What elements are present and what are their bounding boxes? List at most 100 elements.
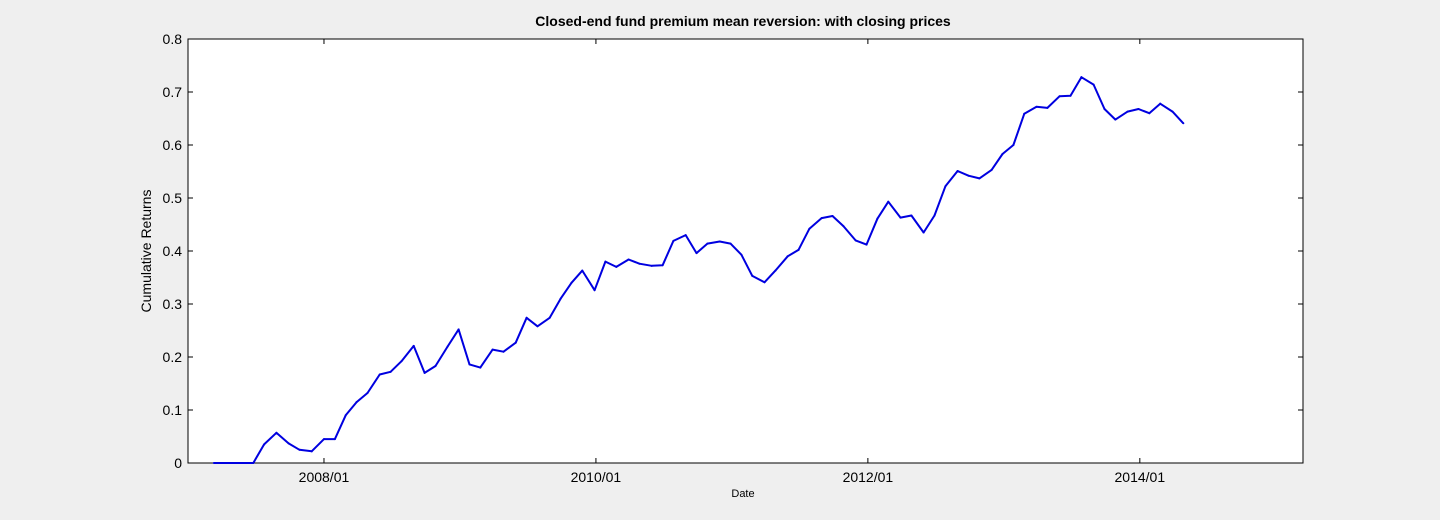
data-point [446, 345, 449, 348]
data-point [1171, 110, 1174, 113]
data-point [797, 248, 800, 251]
chart-title: Closed-end fund premium mean reversion: … [535, 13, 951, 29]
x-axis-label: Date [731, 488, 754, 500]
data-point [899, 216, 902, 219]
y-tick-label: 0.5 [163, 190, 183, 206]
y-tick-label: 0.6 [163, 137, 183, 153]
data-point [344, 414, 347, 417]
data-point [944, 185, 947, 188]
data-point [322, 438, 325, 441]
data-point [706, 242, 709, 245]
data-point [287, 442, 290, 445]
series-layer [212, 76, 1185, 464]
data-point [366, 392, 369, 395]
x-tick-label: 2008/01 [299, 469, 350, 485]
data-point [661, 264, 664, 267]
x-axis: 2008/01 2010/01 2012/01 2014/01 [299, 39, 1166, 485]
data-point [559, 297, 562, 300]
data-point [1058, 95, 1061, 98]
data-point [1148, 112, 1151, 115]
data-point [1069, 94, 1072, 97]
data-point [763, 281, 766, 284]
x-tick-label: 2014/01 [1115, 469, 1166, 485]
data-point [1137, 107, 1140, 110]
y-tick-label: 0.8 [163, 31, 183, 47]
x-tick-label: 2010/01 [571, 469, 622, 485]
data-point [808, 227, 811, 230]
data-point [468, 363, 471, 366]
data-point [457, 328, 460, 331]
data-point [581, 269, 584, 272]
y-tick-label: 0 [174, 455, 182, 471]
data-point [378, 373, 381, 376]
y-axis-label: Cumulative Returns [138, 190, 154, 313]
data-point [740, 253, 743, 256]
data-point [751, 274, 754, 277]
data-point [355, 401, 358, 404]
data-point [933, 214, 936, 217]
data-point [479, 366, 482, 369]
data-point [1046, 106, 1049, 109]
data-point [412, 344, 415, 347]
data-point [876, 217, 879, 220]
data-point [1023, 112, 1026, 115]
data-point [650, 264, 653, 267]
y-tick-label: 0.2 [163, 349, 183, 365]
data-point [1012, 144, 1015, 146]
y-tick-label: 0.1 [163, 402, 183, 418]
data-point [1103, 107, 1106, 110]
data-point [978, 177, 981, 180]
data-point [400, 360, 403, 363]
data-point [298, 448, 301, 451]
data-point [593, 289, 596, 292]
x-tick-label: 2012/01 [843, 469, 894, 485]
data-point [638, 262, 641, 265]
data-point [1035, 105, 1038, 108]
data-point [263, 443, 266, 446]
data-point [672, 239, 675, 242]
data-point [252, 462, 255, 464]
data-point [514, 341, 517, 344]
data-point [831, 215, 834, 218]
data-point [1114, 118, 1117, 121]
data-point [615, 265, 618, 268]
data-point [1001, 153, 1004, 156]
data-point [1092, 83, 1095, 86]
y-axis: 0 0.1 0.2 0.3 0.4 0.5 0.6 0.7 0.8 [163, 31, 1303, 471]
data-point [865, 243, 868, 246]
data-point [684, 234, 687, 237]
data-point [1080, 76, 1083, 79]
data-point [627, 258, 630, 261]
data-point [604, 260, 607, 263]
data-point [990, 168, 993, 171]
data-point [333, 438, 336, 441]
data-point [434, 365, 437, 368]
y-tick-label: 0.3 [163, 296, 183, 312]
data-point [774, 269, 777, 272]
data-point [212, 462, 215, 464]
data-point [548, 316, 551, 319]
data-point [910, 214, 913, 217]
data-point [967, 174, 970, 177]
data-point [1182, 122, 1185, 125]
data-point [786, 255, 789, 258]
y-tick-label: 0.4 [163, 243, 183, 259]
data-point [536, 325, 539, 328]
data-point [525, 316, 528, 319]
data-point [423, 371, 426, 374]
plot-area [187, 38, 1304, 464]
data-point [570, 281, 573, 284]
data-point [231, 462, 234, 464]
y-tick-label: 0.7 [163, 84, 183, 100]
data-point [491, 348, 494, 351]
data-point [887, 200, 890, 203]
data-point [820, 217, 823, 220]
data-point [922, 231, 925, 234]
data-point [275, 431, 278, 434]
data-point [854, 239, 857, 242]
data-point [718, 240, 721, 243]
data-point [695, 252, 698, 255]
data-point [956, 169, 959, 172]
data-point [502, 350, 505, 353]
